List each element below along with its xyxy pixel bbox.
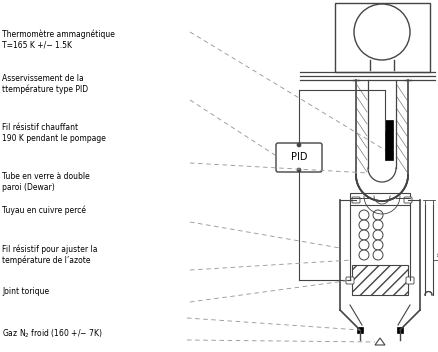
Polygon shape bbox=[375, 338, 385, 345]
FancyBboxPatch shape bbox=[346, 277, 354, 284]
Text: Tuyau en cuivre percé: Tuyau en cuivre percé bbox=[2, 206, 86, 215]
Circle shape bbox=[297, 168, 301, 172]
Circle shape bbox=[359, 220, 369, 230]
FancyBboxPatch shape bbox=[352, 197, 360, 203]
Text: Joint torique: Joint torique bbox=[2, 287, 49, 296]
Bar bbox=[352, 265, 408, 295]
Bar bbox=[335, 3, 430, 72]
Bar bbox=[357, 327, 363, 333]
FancyBboxPatch shape bbox=[404, 197, 412, 203]
Text: PID: PID bbox=[291, 152, 307, 163]
Circle shape bbox=[359, 230, 369, 240]
Text: Fil résistif chauffant
190 K pendant le pompage: Fil résistif chauffant 190 K pendant le … bbox=[2, 123, 106, 143]
Circle shape bbox=[373, 210, 383, 220]
Text: Asservissement de la
ttempérature type PID: Asservissement de la ttempérature type P… bbox=[2, 74, 88, 94]
Bar bbox=[397, 327, 403, 333]
Circle shape bbox=[373, 220, 383, 230]
Text: Thermomètre ammagnétique
T=165 K +/− 1.5K: Thermomètre ammagnétique T=165 K +/− 1.5… bbox=[2, 30, 115, 50]
Text: Tube en verre à double
paroi (Dewar): Tube en verre à double paroi (Dewar) bbox=[2, 172, 90, 192]
Circle shape bbox=[373, 240, 383, 250]
Text: Gaz N$_2$ froid (160 +/− 7K): Gaz N$_2$ froid (160 +/− 7K) bbox=[2, 327, 102, 340]
Circle shape bbox=[359, 240, 369, 250]
Circle shape bbox=[359, 210, 369, 220]
Text: Fil résistif pour ajuster la
température de l’azote: Fil résistif pour ajuster la température… bbox=[2, 245, 98, 265]
Bar bbox=[385, 120, 393, 160]
Circle shape bbox=[359, 250, 369, 260]
Bar bbox=[350, 193, 410, 205]
Circle shape bbox=[373, 250, 383, 260]
Circle shape bbox=[354, 4, 410, 60]
Circle shape bbox=[373, 230, 383, 240]
FancyBboxPatch shape bbox=[406, 277, 414, 284]
FancyBboxPatch shape bbox=[276, 143, 322, 172]
Circle shape bbox=[297, 143, 301, 147]
Text: ≈: ≈ bbox=[436, 250, 438, 260]
